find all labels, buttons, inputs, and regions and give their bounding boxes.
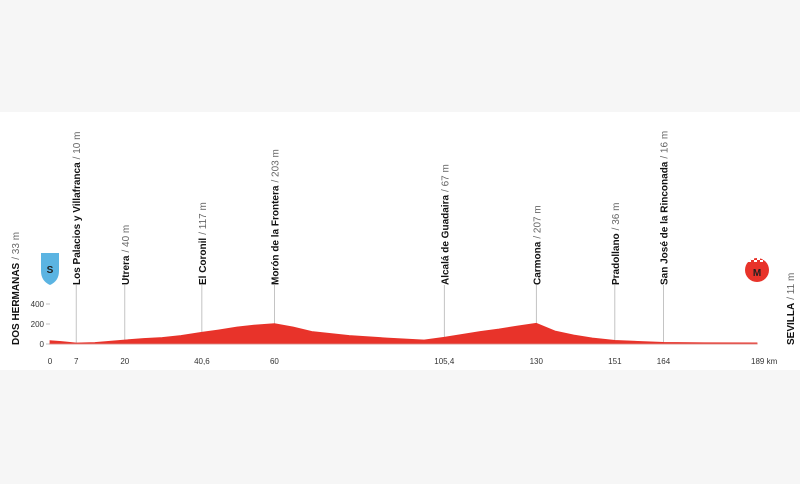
x-tick-label: 151 [608,357,622,366]
x-tick-label: 60 [270,357,279,366]
start-icon [41,253,59,285]
waypoint-elevation: / 207 m [532,205,543,238]
waypoint-name: Alcalá de Guadaira [440,195,451,285]
elevation-area [49,322,758,345]
x-tick-label: 7 [74,357,79,366]
finish-check [754,260,757,262]
waypoint-name: Los Palacios y Villafranca [72,162,83,285]
x-tick-label: 130 [530,357,544,366]
waypoint-label: Carmona / 207 m [532,205,543,285]
waypoint-name: Pradollano [611,233,622,285]
finish-check [757,258,760,260]
waypoint-elevation: / 40 m [121,225,132,253]
x-tick-label: 0 [48,357,53,366]
waypoint-label: Pradollano / 36 m [611,203,622,285]
waypoint-name: El Coronil [198,238,209,285]
waypoint-elevation: / 203 m [270,149,281,182]
waypoint-label: San José de la Rinconada / 16 m [659,131,670,285]
waypoint-elevation: / 33 m [11,232,22,260]
finish-check [760,260,763,262]
finish-check [751,258,754,260]
x-tick-label: 164 [657,357,671,366]
waypoint-elevation: / 36 m [611,203,622,231]
waypoint-elevation: / 11 m [786,273,797,300]
waypoint-name: SEVILLA [786,303,797,345]
finish-check [748,260,751,262]
waypoint-name: DOS HERMANAS [11,262,22,345]
waypoint-name: Morón de la Frontera [270,185,281,285]
plot-background [0,112,800,370]
x-tick-label: 20 [120,357,129,366]
waypoint-elevation: / 10 m [72,132,83,160]
y-tick-label: 0 [40,340,45,349]
waypoint-label: Morón de la Frontera / 203 m [270,149,281,285]
waypoint-label: SEVILLA / 11 m [786,273,797,345]
waypoint-label: Los Palacios y Villafranca / 10 m [72,132,83,285]
waypoint-elevation: / 16 m [659,131,670,159]
waypoint-label: El Coronil / 117 m [198,202,209,285]
x-tick-label: 105,4 [434,357,455,366]
waypoint-name: Utrera [121,255,132,285]
x-tick-label: 189 km [751,357,778,366]
icon-letter: M [753,268,761,279]
waypoint-elevation: / 117 m [198,202,209,235]
finish-check [763,258,766,260]
waypoint-label: DOS HERMANAS / 33 m [11,232,22,345]
y-tick-label: 400 [31,300,45,309]
waypoint-name: Carmona [532,241,543,285]
waypoint-name: San José de la Rinconada [659,161,670,285]
y-tick-label: 200 [31,320,45,329]
icon-letter: S [47,265,54,276]
x-tick-label: 40,6 [194,357,210,366]
waypoint-elevation: / 67 m [440,164,451,192]
finish-icon [745,258,769,282]
waypoint-label: Utrera / 40 m [121,225,132,285]
waypoint-label: Alcalá de Guadaira / 67 m [440,164,451,285]
